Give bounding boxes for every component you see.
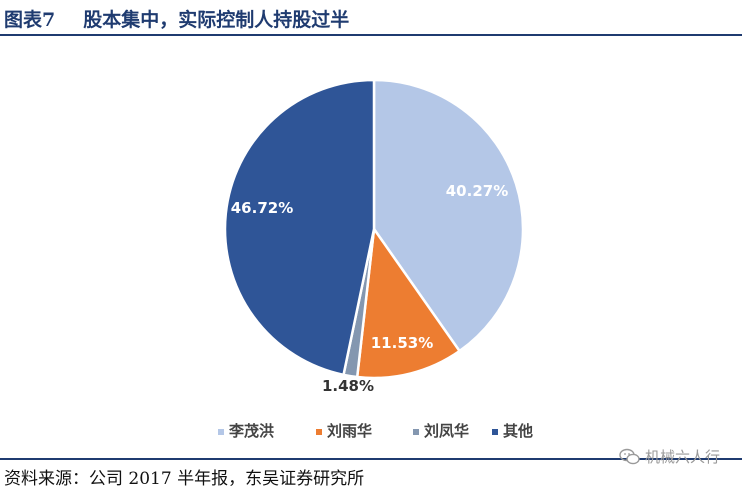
legend-label-3: 刘凤华	[424, 422, 469, 440]
pie-slice-1	[372, 78, 525, 353]
legend-swatch-4	[492, 429, 498, 435]
data-label-3: 1.48%	[322, 377, 374, 395]
data-label-4: 46.72%	[231, 199, 293, 217]
legend-swatch-2	[316, 429, 322, 435]
figure-title: 图表7 股本集中，实际控制人持股过半	[4, 5, 349, 32]
watermark-text: 机械六人行	[644, 448, 720, 466]
figure-number: 图表7	[4, 9, 56, 31]
pie-slice-2	[355, 225, 462, 380]
data-label-1: 40.27%	[446, 182, 508, 200]
wechat-icon	[619, 448, 640, 464]
pie-chart: 40.27% 11.53% 1.48% 46.72% 李茂洪 刘雨华 刘凤华 其他	[218, 78, 533, 440]
figure-header: 图表7 股本集中，实际控制人持股过半	[0, 0, 742, 36]
pie-slice-4	[223, 78, 376, 377]
legend-swatch-1	[218, 429, 224, 435]
legend-swatch-3	[413, 429, 419, 435]
footer-rule	[0, 458, 742, 460]
data-label-2: 11.53%	[371, 334, 433, 352]
watermark: 机械六人行	[619, 446, 720, 467]
header-rule	[0, 34, 742, 36]
legend-label-1: 李茂洪	[228, 422, 274, 440]
legend-label-4: 其他	[503, 422, 533, 440]
legend-label-2: 刘雨华	[327, 422, 372, 440]
source-note: 资料来源：公司 2017 半年报，东吴证券研究所	[4, 469, 365, 489]
chart-area: 40.27% 11.53% 1.48% 46.72% 李茂洪 刘雨华 刘凤华 其他	[0, 36, 742, 456]
figure-title-text: 股本集中，实际控制人持股过半	[83, 9, 350, 31]
